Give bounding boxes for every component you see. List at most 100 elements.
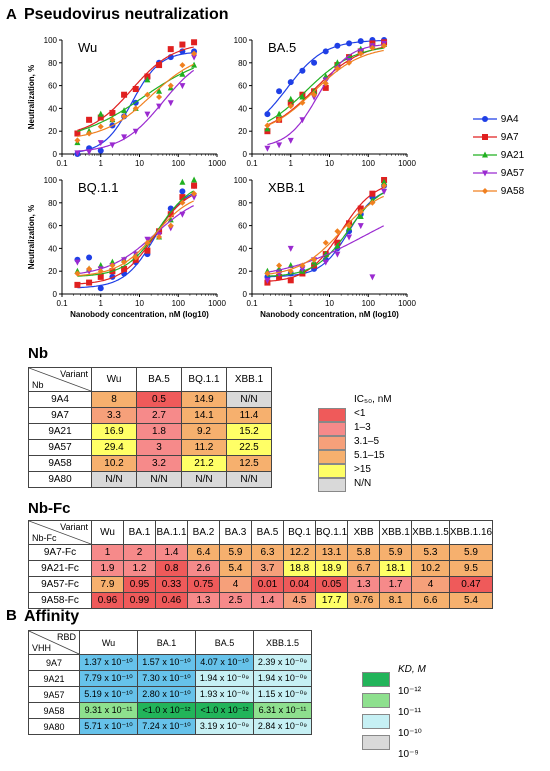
x-tick-label: 100 [362, 159, 376, 168]
kd-legend: KD, M 10⁻¹² 10⁻¹¹ 10⁻¹⁰ 10⁻⁹ [362, 664, 472, 764]
row-header: 9A57-Fc [28, 576, 92, 593]
table-cell: 7.30 x 10⁻¹⁰ [137, 670, 196, 687]
series-9A57 [264, 188, 388, 284]
table-cell: 1.2 [123, 560, 156, 577]
table-cell: <1.0 x 10⁻¹² [195, 702, 254, 719]
color-legend-label: 5.1–15 [354, 450, 385, 461]
y-tick-label: 60 [48, 82, 57, 91]
data-point [287, 277, 294, 284]
x-tick-label: 1 [289, 299, 294, 308]
color-legend-label: 10⁻¹⁰ [398, 728, 422, 739]
legend-item-9A4: 9A4 [472, 114, 519, 125]
data-point [287, 245, 294, 252]
column-header: XBB.1.5 [253, 630, 312, 655]
table-cell: 1.93 x 10⁻⁰⁹ [195, 686, 254, 703]
table-cell: 21.2 [181, 455, 227, 472]
row-header: 9A80 [28, 718, 80, 735]
color-swatch [362, 672, 390, 687]
fit-curve [77, 52, 194, 153]
ic50-legend: IC₅₀, nM <1 1–3 3.1–5 5.1–15 >15 N/N [318, 394, 438, 494]
table-cell: 0.04 [283, 576, 316, 593]
panel-letter-b: B [6, 607, 17, 624]
table-cell: 4.5 [283, 592, 316, 609]
y-tick-label: 0 [243, 290, 248, 299]
y-tick-label: 60 [48, 222, 57, 231]
data-point [156, 62, 163, 69]
series-9A57 [264, 40, 388, 152]
x-tick-label: 1 [99, 299, 104, 308]
table-cell: 29.4 [91, 439, 137, 456]
color-legend-label: <1 [354, 408, 366, 419]
row-header: 9A57 [28, 686, 80, 703]
data-point [264, 277, 271, 284]
table-cell: 1.7 [379, 576, 413, 593]
color-legend-label: N/N [354, 478, 372, 489]
color-swatch [362, 735, 390, 750]
series-legend: 9A4 9A7 9A21 9A57 9A58 [472, 114, 542, 224]
column-header: BA.5 [195, 630, 254, 655]
y-tick-label: 40 [48, 244, 57, 253]
legend-label: 9A4 [498, 114, 519, 125]
table-row: 9A21-Fc 1.9 1.2 0.8 2.6 5.4 3.7 18.8 18.9 6.7 18.1… [28, 560, 494, 577]
data-point [299, 93, 306, 100]
data-point [179, 188, 186, 195]
table-cell: 9.5 [448, 560, 494, 577]
table-cell: 5.9 [379, 544, 413, 561]
data-point [132, 254, 139, 261]
table-cell: 3.19 x 10⁻⁰⁹ [195, 718, 254, 735]
data-point [156, 103, 163, 110]
data-point [369, 44, 376, 51]
data-point [74, 270, 81, 277]
legend-marker [473, 170, 497, 177]
color-legend-title: KD, M [398, 664, 426, 675]
corner-column-label: Variant [60, 522, 88, 532]
panel-letter-a: A [6, 6, 17, 23]
table-row: 9A7 3.3 2.7 14.1 11.4 [28, 407, 272, 424]
data-point [167, 222, 174, 229]
table-row: 9A4 8 0.5 14.9 N/N [28, 391, 272, 408]
data-point [132, 105, 139, 112]
data-point [191, 54, 198, 61]
data-point [179, 62, 186, 69]
table-cell: 7.24 x 10⁻¹⁰ [137, 718, 196, 735]
data-point [179, 194, 186, 201]
data-point [74, 281, 81, 288]
data-point [299, 262, 306, 269]
table-cell: 5.19 x 10⁻¹⁰ [79, 686, 138, 703]
color-swatch [318, 408, 346, 422]
table-cell: 0.8 [155, 560, 188, 577]
table-cell: 6.6 [411, 592, 450, 609]
data-point [121, 91, 128, 98]
fit-curve [267, 195, 384, 275]
y-tick-label: 80 [238, 59, 247, 68]
table-cell: 18.8 [283, 560, 316, 577]
table-row: 9A80 5.71 x 10⁻¹⁰ 7.24 x 10⁻¹⁰ 3.19 x 10⁻⁰⁹… [28, 718, 312, 735]
y-tick-label: 80 [48, 59, 57, 68]
x-tick-label: 10 [135, 159, 144, 168]
data-point [276, 116, 283, 123]
data-point [311, 262, 318, 269]
data-point [97, 147, 104, 154]
y-axis-label: Neutralization, % [27, 205, 36, 269]
row-header: 9A58-Fc [28, 592, 92, 609]
data-point [299, 67, 306, 74]
table-cell: 1.57 x 10⁻¹⁰ [137, 654, 196, 671]
row-header: 9A21-Fc [28, 560, 92, 577]
column-header: Wu [91, 520, 124, 545]
data-point [179, 83, 186, 90]
table-cell: 0.75 [187, 576, 220, 593]
table-cell: 1.4 [155, 544, 188, 561]
data-point [167, 100, 174, 107]
table-cell: 9.31 x 10⁻¹¹ [79, 702, 138, 719]
chart-2: 0 20 40 60 80 100 0.1 1 10 100 1000 BA.5 [234, 36, 417, 168]
data-point [381, 188, 388, 195]
data-point [357, 205, 364, 212]
data-point [346, 59, 353, 66]
y-tick-label: 80 [48, 199, 57, 208]
data-point [276, 142, 283, 149]
y-tick-label: 20 [238, 267, 247, 276]
legend-marker-shape [482, 116, 488, 123]
legend-marker-shape [482, 134, 488, 141]
table-cell: 0.47 [448, 576, 494, 593]
legend-label: 9A7 [498, 132, 519, 143]
